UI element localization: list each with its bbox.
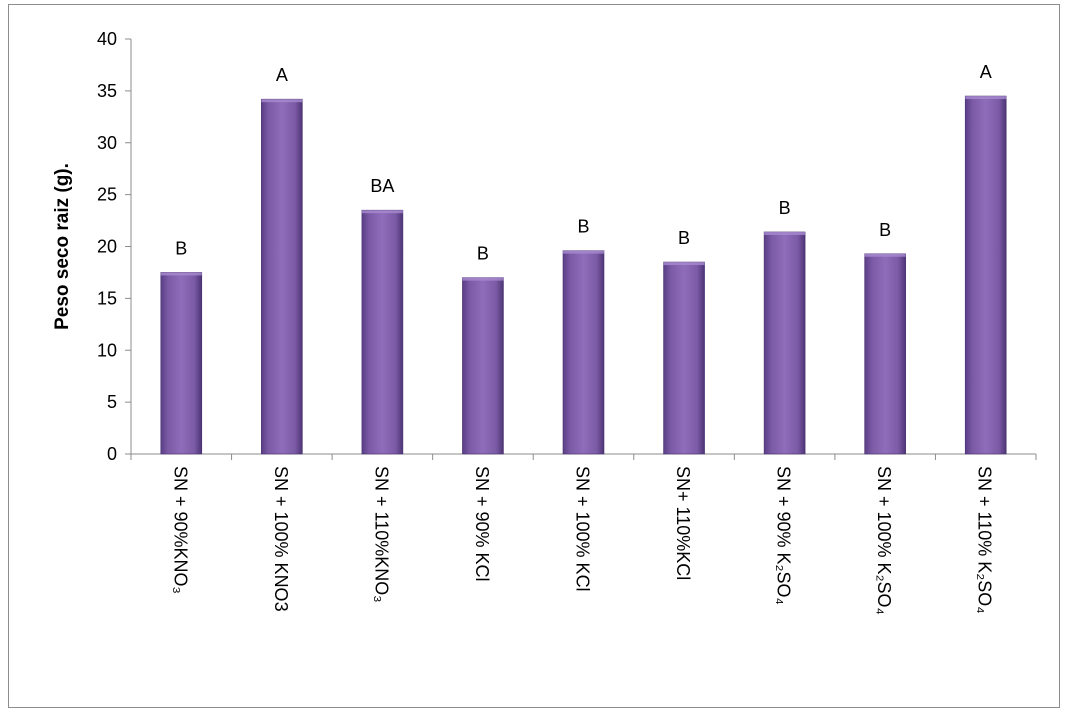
category-label: SN + 100% K₂SO₄	[874, 466, 894, 615]
category-label: SN + 90% K₂SO₄	[774, 466, 794, 605]
category-label: SN + 90% KCl	[472, 466, 492, 582]
bar-top-bevel	[160, 272, 202, 276]
y-axis-title: Peso seco raiz (g).	[52, 163, 73, 330]
bar	[763, 231, 806, 455]
significance-label: B	[779, 198, 791, 218]
significance-label: A	[980, 62, 992, 82]
bar	[562, 250, 605, 455]
y-tick-label: 15	[97, 288, 117, 308]
bar	[261, 98, 303, 455]
y-tick-label: 10	[97, 340, 117, 360]
y-tick-label: 35	[97, 81, 117, 101]
y-tick-label: 30	[97, 133, 117, 153]
bars	[160, 95, 1007, 455]
bar-top-bevel	[965, 96, 1007, 100]
bar	[361, 209, 404, 455]
bar-top-bevel	[864, 253, 906, 257]
bar	[964, 95, 1007, 455]
significance-label: BA	[370, 176, 394, 196]
category-label: SN + 100% KCl	[573, 466, 593, 592]
category-label: SN+ 110%KCl	[673, 466, 693, 580]
category-label: SN + 110% K₂SO₄	[975, 466, 995, 614]
bar-top-bevel	[563, 250, 604, 254]
y-tick-label: 0	[107, 444, 117, 464]
y-tick-label: 40	[97, 29, 117, 49]
significance-label: B	[678, 228, 690, 248]
category-label: SN + 90%KNO₃	[170, 466, 190, 594]
labels: Peso seco raiz (g). B SN + 90%KNO₃ A SN + 10…	[52, 62, 995, 615]
y-tick-label: 25	[97, 185, 117, 205]
y-tick-label: 20	[97, 237, 117, 257]
bar-top-bevel	[361, 210, 403, 214]
bar-top-bevel	[663, 262, 705, 266]
significance-label: B	[477, 244, 489, 264]
significance-label: B	[175, 238, 187, 258]
bar	[663, 261, 705, 455]
bar-top-bevel	[261, 99, 303, 103]
bar	[864, 253, 906, 455]
category-label: SN + 100% KNO3	[271, 466, 291, 612]
bar-top-bevel	[462, 277, 504, 281]
significance-label: A	[276, 65, 288, 85]
significance-label: B	[879, 220, 891, 240]
bar-top-bevel	[764, 231, 806, 235]
bar	[160, 272, 203, 455]
category-label: SN + 110%KNO₃	[371, 466, 391, 603]
bar	[462, 277, 504, 455]
significance-label: B	[577, 217, 589, 237]
y-tick-label: 5	[107, 392, 117, 412]
